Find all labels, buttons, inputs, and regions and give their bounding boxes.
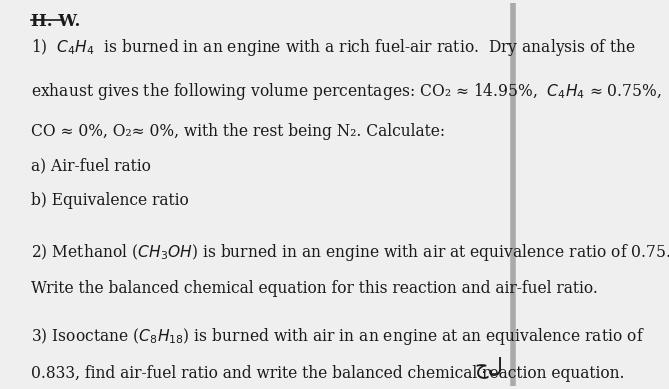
Text: a) Air-fuel ratio: a) Air-fuel ratio [31,158,151,175]
Text: H. W.: H. W. [31,14,80,30]
Text: 2) Methanol ($CH_3OH$) is burned in an engine with air at equivalence ratio of 0: 2) Methanol ($CH_3OH$) is burned in an e… [31,242,669,263]
Text: 0.833, find air-fuel ratio and write the balanced chemical reaction equation.: 0.833, find air-fuel ratio and write the… [31,364,625,382]
Text: Write the balanced chemical equation for this reaction and air-fuel ratio.: Write the balanced chemical equation for… [31,280,598,298]
Text: exhaust gives the following volume percentages: CO₂ ≈ 14.95%,  $C_4H_4$ ≈ 0.75%,: exhaust gives the following volume perce… [31,81,662,102]
Text: 3) Isooctane ($C_8H_{18}$) is burned with air in an engine at an equivalence rat: 3) Isooctane ($C_8H_{18}$) is burned wit… [31,326,645,347]
Text: 1)  $C_4H_4$  is burned in an engine with a rich fuel-air ratio.  Dry analysis o: 1) $C_4H_4$ is burned in an engine with … [31,37,636,58]
Text: جل: جل [474,356,504,378]
Text: b) Equivalence ratio: b) Equivalence ratio [31,192,189,209]
Text: CO ≈ 0%, O₂≈ 0%, with the rest being N₂. Calculate:: CO ≈ 0%, O₂≈ 0%, with the rest being N₂.… [31,123,445,140]
